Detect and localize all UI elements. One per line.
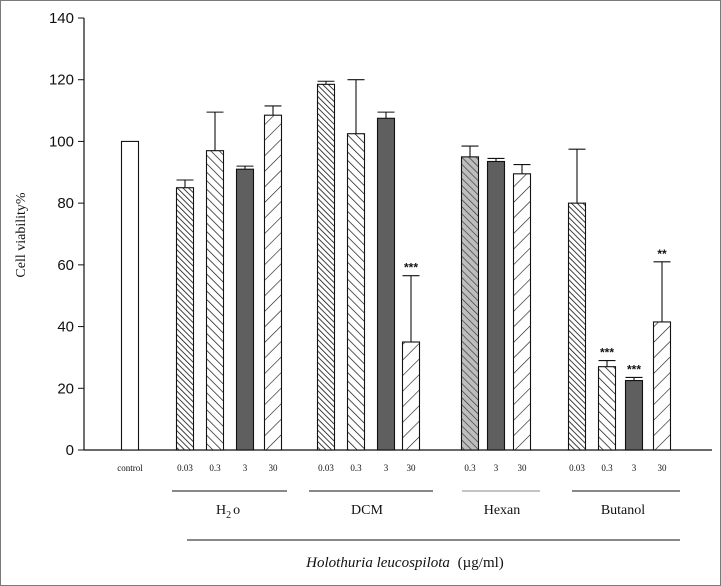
y-axis-label: Cell viability% bbox=[14, 192, 29, 277]
x-axis-label-species: Holothuria leucospilota bbox=[305, 555, 450, 571]
category-label: 0.3 bbox=[209, 463, 221, 473]
bar bbox=[263, 114, 283, 451]
category-label: 0.3 bbox=[464, 463, 476, 473]
bar bbox=[175, 187, 195, 451]
bar bbox=[120, 140, 140, 451]
category-label: 0.3 bbox=[350, 463, 362, 473]
y-tick-label: 140 bbox=[49, 10, 74, 27]
significance-marker: ** bbox=[657, 247, 667, 261]
category-label: 30 bbox=[269, 463, 279, 473]
bar bbox=[346, 133, 366, 451]
category-label: 0.03 bbox=[177, 463, 193, 473]
significance-marker: *** bbox=[404, 261, 418, 275]
bar bbox=[597, 366, 617, 451]
y-tick-label: 40 bbox=[57, 319, 74, 336]
y-tick-label: 80 bbox=[57, 195, 74, 212]
bar bbox=[205, 150, 225, 451]
y-tick-label: 60 bbox=[57, 257, 74, 274]
category-label: 30 bbox=[658, 463, 668, 473]
significance-marker: *** bbox=[627, 362, 641, 376]
category-label: 3 bbox=[384, 463, 389, 473]
bar bbox=[316, 83, 336, 451]
category-label: 0.03 bbox=[569, 463, 585, 473]
y-tick-label: 20 bbox=[57, 380, 74, 397]
category-label: 0.3 bbox=[601, 463, 613, 473]
bar bbox=[652, 321, 672, 451]
y-tick-label: 100 bbox=[49, 133, 74, 150]
bar bbox=[486, 160, 506, 451]
group-label: DCM bbox=[351, 503, 383, 518]
category-label: 0.03 bbox=[318, 463, 334, 473]
bar bbox=[235, 168, 255, 451]
bar bbox=[401, 341, 421, 451]
significance-marker: *** bbox=[600, 346, 614, 360]
bar bbox=[376, 117, 396, 451]
y-tick-label: 0 bbox=[66, 442, 74, 459]
category-label: 30 bbox=[518, 463, 528, 473]
category-label: 30 bbox=[407, 463, 417, 473]
category-label: 3 bbox=[243, 463, 248, 473]
bar bbox=[624, 380, 644, 451]
bar bbox=[567, 202, 587, 451]
group-label: Butanol bbox=[601, 503, 645, 518]
bar bbox=[460, 156, 480, 451]
group-label: Hexan bbox=[484, 503, 521, 518]
x-axis-label: Holothuria leucospilota (µg/ml) bbox=[305, 555, 504, 571]
category-label: 3 bbox=[494, 463, 499, 473]
bars-layer bbox=[120, 79, 672, 451]
group-label: H2 o bbox=[216, 503, 240, 521]
y-tick-label: 120 bbox=[49, 72, 74, 89]
category-label: 3 bbox=[632, 463, 637, 473]
x-axis-label-unit: (µg/ml) bbox=[458, 555, 504, 571]
category-label: control bbox=[117, 463, 143, 473]
labels-layer: control 0.03 0.3 3 30 H2 o 0.03 0.3 3 *** 30 DCM 0.3 3… bbox=[117, 247, 680, 521]
bar bbox=[512, 173, 532, 451]
